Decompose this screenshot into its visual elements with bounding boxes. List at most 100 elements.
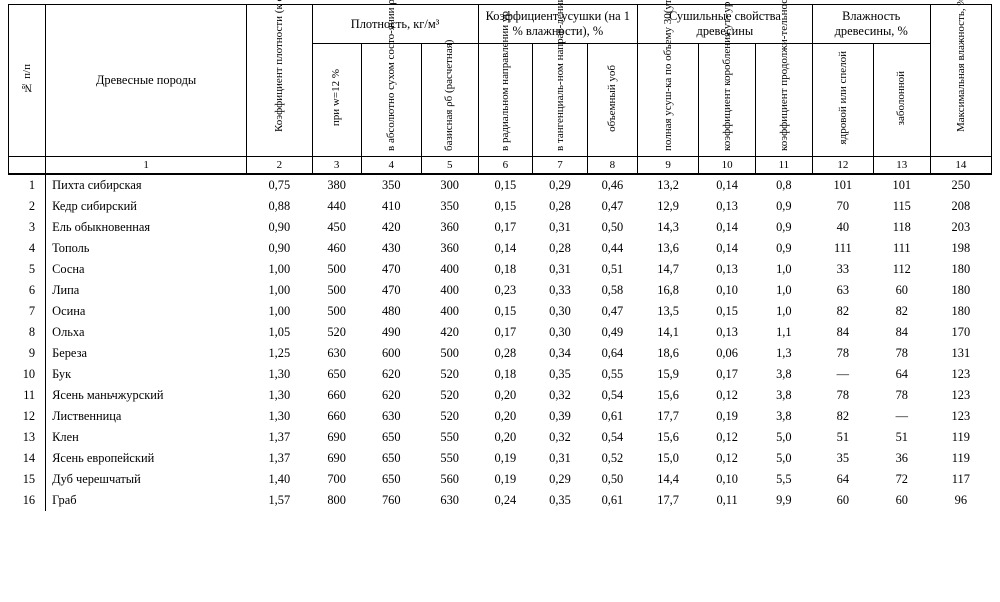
cell: 111 xyxy=(873,238,930,259)
cell: 14,4 xyxy=(638,469,699,490)
cell: 84 xyxy=(873,322,930,343)
colnum-6: 6 xyxy=(478,157,533,175)
cell: 0,12 xyxy=(699,427,756,448)
cell: 82 xyxy=(873,301,930,322)
cell: 8 xyxy=(9,322,46,343)
cell: 170 xyxy=(930,322,991,343)
cell: 36 xyxy=(873,448,930,469)
colnum-9: 9 xyxy=(638,157,699,175)
cell: 0,9 xyxy=(755,238,812,259)
cell: 0,35 xyxy=(533,490,588,511)
cell: 420 xyxy=(361,217,421,238)
cell: 2 xyxy=(9,196,46,217)
cell: 0,31 xyxy=(533,448,588,469)
cell: 0,52 xyxy=(587,448,637,469)
cell: 1,00 xyxy=(247,259,313,280)
cell: 203 xyxy=(930,217,991,238)
cell: 64 xyxy=(873,364,930,385)
cell: 1,30 xyxy=(247,406,313,427)
cell: Тополь xyxy=(46,238,247,259)
cell: 84 xyxy=(812,322,873,343)
cell: 17,7 xyxy=(638,490,699,511)
table-row: 15Дуб черешчатый1,407006505600,190,290,5… xyxy=(9,469,992,490)
cell: 620 xyxy=(361,364,421,385)
cell: Ольха xyxy=(46,322,247,343)
cell: 0,13 xyxy=(699,322,756,343)
cell: 198 xyxy=(930,238,991,259)
cell: 78 xyxy=(812,385,873,406)
cell: 1,30 xyxy=(247,364,313,385)
cell: 0,30 xyxy=(533,301,588,322)
cell: 0,49 xyxy=(587,322,637,343)
cell: 131 xyxy=(930,343,991,364)
cell: 1 xyxy=(9,174,46,196)
cell: 180 xyxy=(930,301,991,322)
colnum-14: 14 xyxy=(930,157,991,175)
cell: Бук xyxy=(46,364,247,385)
cell: 1,0 xyxy=(755,259,812,280)
cell: 60 xyxy=(873,490,930,511)
cell: 60 xyxy=(812,490,873,511)
cell: 400 xyxy=(421,301,478,322)
cell: 0,90 xyxy=(247,238,313,259)
cell: 16 xyxy=(9,490,46,511)
colnum-4: 4 xyxy=(361,157,421,175)
cell: 250 xyxy=(930,174,991,196)
cell: 450 xyxy=(312,217,361,238)
cell: 15,0 xyxy=(638,448,699,469)
cell: Ель обыкновенная xyxy=(46,217,247,238)
cell: 14,7 xyxy=(638,259,699,280)
table-row: 14Ясень европейский1,376906505500,190,31… xyxy=(9,448,992,469)
cell: 123 xyxy=(930,406,991,427)
column-number-row: 1 2 3 4 5 6 7 8 9 10 11 12 13 14 xyxy=(9,157,992,175)
cell: 0,17 xyxy=(478,322,533,343)
cell: 51 xyxy=(873,427,930,448)
table-row: 5Сосна1,005004704000,180,310,5114,70,131… xyxy=(9,259,992,280)
cell: 520 xyxy=(312,322,361,343)
cell: 0,44 xyxy=(587,238,637,259)
table-row: 16Граб1,578007606300,240,350,6117,70,119… xyxy=(9,490,992,511)
cell: 650 xyxy=(361,427,421,448)
cell: 78 xyxy=(812,343,873,364)
cell: 0,13 xyxy=(699,259,756,280)
cell: 180 xyxy=(930,280,991,301)
table-row: 10Бук1,306506205200,180,350,5515,90,173,… xyxy=(9,364,992,385)
cell: 3 xyxy=(9,217,46,238)
cell: 760 xyxy=(361,490,421,511)
hdr-sub-6: в радиальном направлении yр xyxy=(478,44,533,157)
cell: 0,28 xyxy=(533,238,588,259)
table-body: 1Пихта сибирская0,753803503000,150,290,4… xyxy=(9,174,992,511)
cell: 117 xyxy=(930,469,991,490)
cell: 0,28 xyxy=(533,196,588,217)
cell: 700 xyxy=(312,469,361,490)
cell: — xyxy=(873,406,930,427)
cell: 13,6 xyxy=(638,238,699,259)
cell: 0,29 xyxy=(533,174,588,196)
cell: 500 xyxy=(312,301,361,322)
cell: 0,9 xyxy=(755,217,812,238)
cell: 0,50 xyxy=(587,217,637,238)
cell: 0,20 xyxy=(478,385,533,406)
table-row: 12Лиственница1,306606305200,200,390,6117… xyxy=(9,406,992,427)
cell: 1,40 xyxy=(247,469,313,490)
cell: 520 xyxy=(421,364,478,385)
cell: 500 xyxy=(312,259,361,280)
hdr-sub-3: при w=12 % xyxy=(312,44,361,157)
cell: 115 xyxy=(873,196,930,217)
cell: 500 xyxy=(421,343,478,364)
hdr-number: № п/п xyxy=(9,5,46,157)
cell: 0,90 xyxy=(247,217,313,238)
cell: 3,8 xyxy=(755,406,812,427)
cell: 35 xyxy=(812,448,873,469)
page: № п/п Древесные породы Коэффициент плотн… xyxy=(0,0,1000,602)
cell: 690 xyxy=(312,448,361,469)
colnum-7: 7 xyxy=(533,157,588,175)
cell: 118 xyxy=(873,217,930,238)
cell: 440 xyxy=(312,196,361,217)
cell: 11 xyxy=(9,385,46,406)
cell: 0,18 xyxy=(478,364,533,385)
cell: 0,12 xyxy=(699,385,756,406)
cell: 180 xyxy=(930,259,991,280)
cell: 350 xyxy=(421,196,478,217)
cell: Клен xyxy=(46,427,247,448)
